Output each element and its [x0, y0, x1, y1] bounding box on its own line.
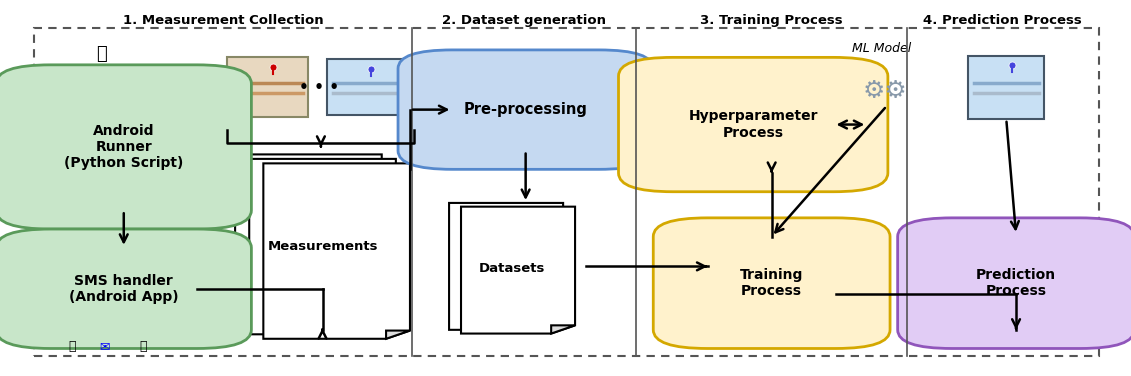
FancyBboxPatch shape [227, 58, 309, 117]
Text: 1. Measurement Collection: 1. Measurement Collection [123, 14, 323, 27]
Polygon shape [264, 163, 409, 339]
Text: 📱: 📱 [139, 340, 147, 353]
FancyBboxPatch shape [327, 59, 404, 115]
FancyBboxPatch shape [34, 27, 1098, 356]
Text: SMS handler
(Android App): SMS handler (Android App) [69, 274, 179, 304]
Text: Measurements: Measurements [267, 240, 378, 253]
FancyBboxPatch shape [619, 58, 888, 192]
Text: ✉: ✉ [100, 340, 110, 353]
FancyBboxPatch shape [654, 218, 890, 349]
Polygon shape [539, 321, 563, 330]
Text: 3. Training Process: 3. Training Process [700, 14, 843, 27]
Text: 🖥: 🖥 [96, 45, 107, 63]
Text: 📱: 📱 [69, 340, 76, 353]
Polygon shape [372, 326, 396, 334]
Text: Prediction
Process: Prediction Process [976, 268, 1056, 298]
FancyBboxPatch shape [968, 56, 1044, 119]
Polygon shape [357, 321, 382, 330]
Text: Training
Process: Training Process [740, 268, 803, 298]
Text: 2. Dataset generation: 2. Dataset generation [442, 14, 606, 27]
Polygon shape [449, 203, 563, 330]
FancyBboxPatch shape [898, 218, 1131, 349]
Text: ML Model: ML Model [852, 41, 910, 55]
Polygon shape [235, 155, 382, 330]
Polygon shape [551, 325, 575, 334]
Text: • • •: • • • [299, 80, 339, 95]
Text: Android
Runner
(Python Script): Android Runner (Python Script) [64, 124, 183, 170]
Text: Datasets: Datasets [478, 262, 545, 275]
FancyBboxPatch shape [398, 50, 654, 169]
Polygon shape [386, 331, 409, 339]
Text: Hyperparameter
Process: Hyperparameter Process [689, 109, 818, 139]
Text: ⚙⚙: ⚙⚙ [862, 79, 907, 103]
Text: 4. Prediction Process: 4. Prediction Process [923, 14, 1082, 27]
FancyBboxPatch shape [0, 229, 251, 349]
Polygon shape [249, 159, 396, 334]
Text: Pre-processing: Pre-processing [464, 102, 588, 117]
Polygon shape [461, 207, 575, 334]
FancyBboxPatch shape [0, 65, 251, 229]
